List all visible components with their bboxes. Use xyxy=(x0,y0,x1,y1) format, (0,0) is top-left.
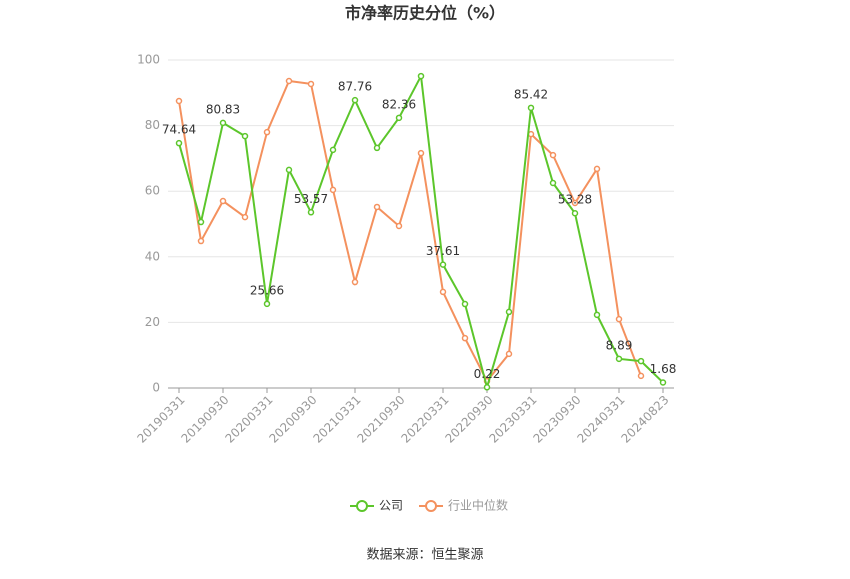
point xyxy=(417,149,425,157)
point xyxy=(593,165,601,173)
point xyxy=(637,372,645,380)
point xyxy=(263,300,271,308)
point xyxy=(461,300,469,308)
point xyxy=(417,72,425,80)
point xyxy=(593,311,601,319)
data-label: 53.57 xyxy=(294,192,328,206)
point xyxy=(659,379,667,386)
point xyxy=(197,237,205,245)
x-tick-label: 20240823 xyxy=(619,393,672,446)
data-label: 0.22 xyxy=(474,367,501,381)
point xyxy=(373,144,381,152)
data-label: 85.42 xyxy=(514,87,548,101)
chart-title: 市净率历史分位（%） xyxy=(345,4,505,23)
point xyxy=(549,179,557,187)
data-label: 74.64 xyxy=(162,123,196,137)
point xyxy=(285,77,293,85)
point xyxy=(329,186,337,194)
point xyxy=(307,80,315,88)
data-label: 87.76 xyxy=(338,80,372,94)
point xyxy=(351,278,359,286)
point xyxy=(527,104,535,112)
data-label: 25.66 xyxy=(250,283,284,297)
y-tick-label: 60 xyxy=(145,184,160,198)
data-label: 82.36 xyxy=(382,97,416,111)
legend-marker xyxy=(356,500,368,512)
data-label: 1.68 xyxy=(650,362,677,376)
point xyxy=(285,166,293,174)
point xyxy=(373,203,381,211)
data-label: 80.83 xyxy=(206,102,240,116)
point xyxy=(615,315,623,323)
point xyxy=(439,261,447,268)
point xyxy=(175,97,183,105)
data-label: 37.61 xyxy=(426,244,460,258)
point xyxy=(175,139,183,147)
point xyxy=(505,308,513,316)
point xyxy=(637,357,645,365)
legend-marker xyxy=(425,500,438,512)
point xyxy=(263,128,271,136)
y-tick-label: 100 xyxy=(137,53,160,67)
legend-label: 行业中位数 xyxy=(448,498,508,513)
point xyxy=(219,197,227,205)
y-tick-label: 80 xyxy=(145,118,160,132)
series-line xyxy=(178,72,664,392)
legend-label: 公司 xyxy=(379,499,403,513)
point xyxy=(395,114,403,122)
data-label: 8.89 xyxy=(606,338,633,352)
point xyxy=(571,199,579,207)
point xyxy=(241,132,249,140)
point xyxy=(307,209,315,216)
y-tick-label: 20 xyxy=(145,315,160,329)
point xyxy=(549,151,557,159)
point xyxy=(241,213,249,221)
point xyxy=(615,355,623,363)
point xyxy=(351,96,359,104)
point xyxy=(395,222,403,230)
y-tick-label: 40 xyxy=(145,249,160,263)
point xyxy=(197,218,205,226)
point xyxy=(571,209,579,217)
point xyxy=(219,119,227,127)
data-label: 53.28 xyxy=(558,193,592,207)
point xyxy=(461,334,469,342)
point xyxy=(505,350,513,358)
point xyxy=(329,146,337,154)
point xyxy=(483,384,491,391)
point xyxy=(439,288,447,296)
source: 数据来源：恒生聚源 xyxy=(366,548,483,563)
series-line xyxy=(178,79,642,383)
y-tick-label: 0 xyxy=(152,381,160,395)
